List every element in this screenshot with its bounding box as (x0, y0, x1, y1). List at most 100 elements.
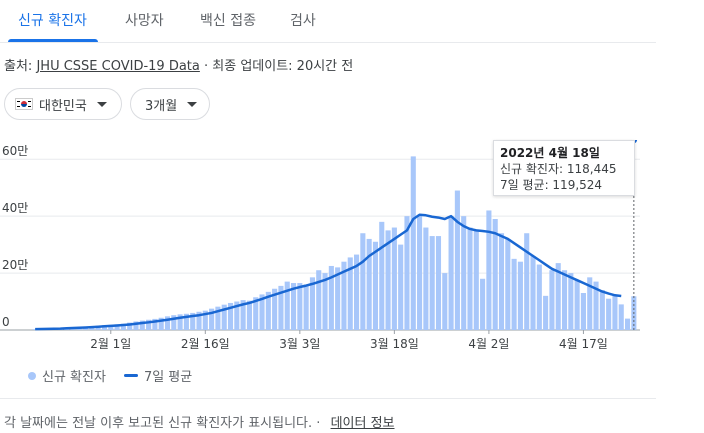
footnote-separator: · (316, 416, 321, 431)
bar-new-cases[interactable] (524, 233, 530, 330)
bar-new-cases[interactable] (618, 304, 624, 330)
bar-new-cases[interactable] (146, 319, 152, 330)
bar-new-cases[interactable] (183, 313, 189, 330)
bar-new-cases[interactable] (448, 216, 454, 330)
tab-new-cases[interactable]: 신규 확진자 (18, 13, 87, 29)
bar-new-cases[interactable] (101, 325, 108, 330)
bar-new-cases[interactable] (297, 283, 303, 330)
bar-new-cases[interactable] (278, 285, 284, 330)
tab-vaccinations[interactable]: 백신 접종 (200, 13, 256, 29)
bar-new-cases[interactable] (454, 190, 460, 330)
bar-new-cases[interactable] (417, 216, 423, 330)
bar-new-cases[interactable] (322, 273, 328, 330)
bar-new-cases[interactable] (492, 219, 498, 330)
bar-new-cases[interactable] (259, 294, 265, 330)
bar-new-cases[interactable] (177, 314, 183, 330)
bar-new-cases[interactable] (511, 258, 517, 330)
bar-new-cases[interactable] (221, 304, 227, 330)
bar-new-cases[interactable] (467, 227, 473, 330)
bar-new-cases[interactable] (290, 283, 297, 330)
bar-new-cases[interactable] (360, 233, 366, 330)
bar-new-cases[interactable] (328, 265, 334, 330)
region-dropdown[interactable]: 대한민국 (4, 88, 122, 120)
bar-new-cases[interactable] (624, 318, 631, 330)
bar-new-cases[interactable] (246, 300, 252, 330)
bar-new-cases[interactable] (265, 291, 271, 330)
bar-new-cases[interactable] (574, 280, 580, 330)
bar-new-cases[interactable] (404, 216, 410, 330)
bar-new-cases[interactable] (505, 238, 511, 330)
bar-new-cases[interactable] (555, 263, 561, 330)
bar-new-cases[interactable] (442, 273, 448, 330)
bar-new-cases[interactable] (120, 323, 126, 330)
bar-new-cases[interactable] (234, 301, 240, 330)
range-dropdown[interactable]: 3개월 (130, 88, 210, 120)
y-tick-label: 40만 (2, 201, 28, 215)
bar-new-cases[interactable] (429, 236, 435, 330)
bar-new-cases[interactable] (366, 238, 372, 330)
bar-new-cases[interactable] (202, 310, 208, 330)
bar-new-cases[interactable] (580, 293, 586, 330)
tooltip-new-cases: 신규 확진자: 118,445 (500, 162, 617, 176)
bar-new-cases[interactable] (341, 261, 347, 330)
bar-new-cases[interactable] (284, 281, 290, 330)
bar-new-cases[interactable] (133, 321, 139, 330)
bar-new-cases[interactable] (498, 233, 505, 330)
bar-new-cases[interactable] (480, 278, 486, 330)
bar-new-cases[interactable] (253, 297, 259, 330)
cases-chart[interactable]: 0 20만 40만 60만 2월 1일 2월 16일 3월 3일 3월 18일 4월 2일 4월… (0, 140, 660, 356)
y-tick-label: 20만 (2, 258, 28, 272)
bar-new-cases[interactable] (379, 221, 385, 330)
bar-new-cases[interactable] (354, 254, 360, 330)
bar-new-cases[interactable] (530, 256, 536, 330)
bar-new-cases[interactable] (606, 298, 612, 330)
source-link[interactable]: JHU CSSE COVID-19 Data (36, 59, 200, 74)
bar-new-cases[interactable] (372, 241, 379, 330)
bar-new-cases[interactable] (227, 302, 234, 330)
bar-new-cases[interactable] (461, 216, 467, 330)
bar-new-cases[interactable] (139, 320, 145, 330)
bar-new-cases[interactable] (599, 290, 605, 330)
bar-new-cases[interactable] (309, 277, 315, 330)
bar-new-cases[interactable] (486, 210, 492, 330)
tab-deaths[interactable]: 사망자 (125, 13, 164, 29)
bar-new-cases[interactable] (303, 284, 309, 330)
bar-new-cases[interactable] (196, 311, 202, 330)
bar-new-cases[interactable] (347, 257, 353, 330)
bar-new-cases[interactable] (398, 244, 404, 330)
bar-new-cases[interactable] (612, 295, 618, 330)
bar-new-cases[interactable] (473, 230, 479, 330)
bar-new-cases[interactable] (215, 306, 221, 330)
tab-tests[interactable]: 검사 (290, 13, 316, 29)
bar-new-cases[interactable] (543, 295, 549, 330)
bar-new-cases[interactable] (108, 324, 114, 330)
bar-new-cases[interactable] (549, 270, 555, 330)
bar-new-cases[interactable] (240, 300, 246, 330)
bar-new-cases[interactable] (568, 273, 574, 330)
bar-new-cases[interactable] (517, 261, 523, 330)
bar-new-cases[interactable] (391, 227, 397, 330)
bar-new-cases[interactable] (536, 264, 542, 330)
bar-new-cases[interactable] (152, 318, 158, 330)
bar-new-cases[interactable] (190, 312, 196, 330)
bar-new-cases[interactable] (385, 230, 391, 330)
bar-new-cases[interactable] (587, 277, 593, 330)
bar-new-cases[interactable] (335, 267, 341, 330)
bar-new-cases[interactable] (127, 322, 133, 330)
bar-new-cases[interactable] (171, 315, 177, 330)
bar-new-cases[interactable] (209, 308, 215, 330)
bar-new-cases[interactable] (316, 270, 322, 330)
bar-new-cases[interactable] (158, 317, 164, 330)
bar-new-cases[interactable] (164, 316, 171, 330)
bar-new-cases[interactable] (272, 288, 278, 330)
bar-new-cases[interactable] (435, 236, 442, 330)
bar-new-cases[interactable] (410, 156, 416, 330)
bar-new-cases[interactable] (32, 329, 38, 330)
data-info-link[interactable]: 데이터 정보 (330, 416, 395, 431)
bar-new-cases[interactable] (423, 227, 429, 330)
bar-new-cases[interactable] (593, 281, 599, 330)
bar-new-cases[interactable] (114, 324, 120, 330)
footnote-text: 각 날짜에는 전날 이후 보고된 신규 확진자가 표시됩니다. (4, 416, 313, 431)
x-tick-label: 4월 17일 (559, 337, 608, 351)
bar-new-cases[interactable] (561, 270, 568, 330)
